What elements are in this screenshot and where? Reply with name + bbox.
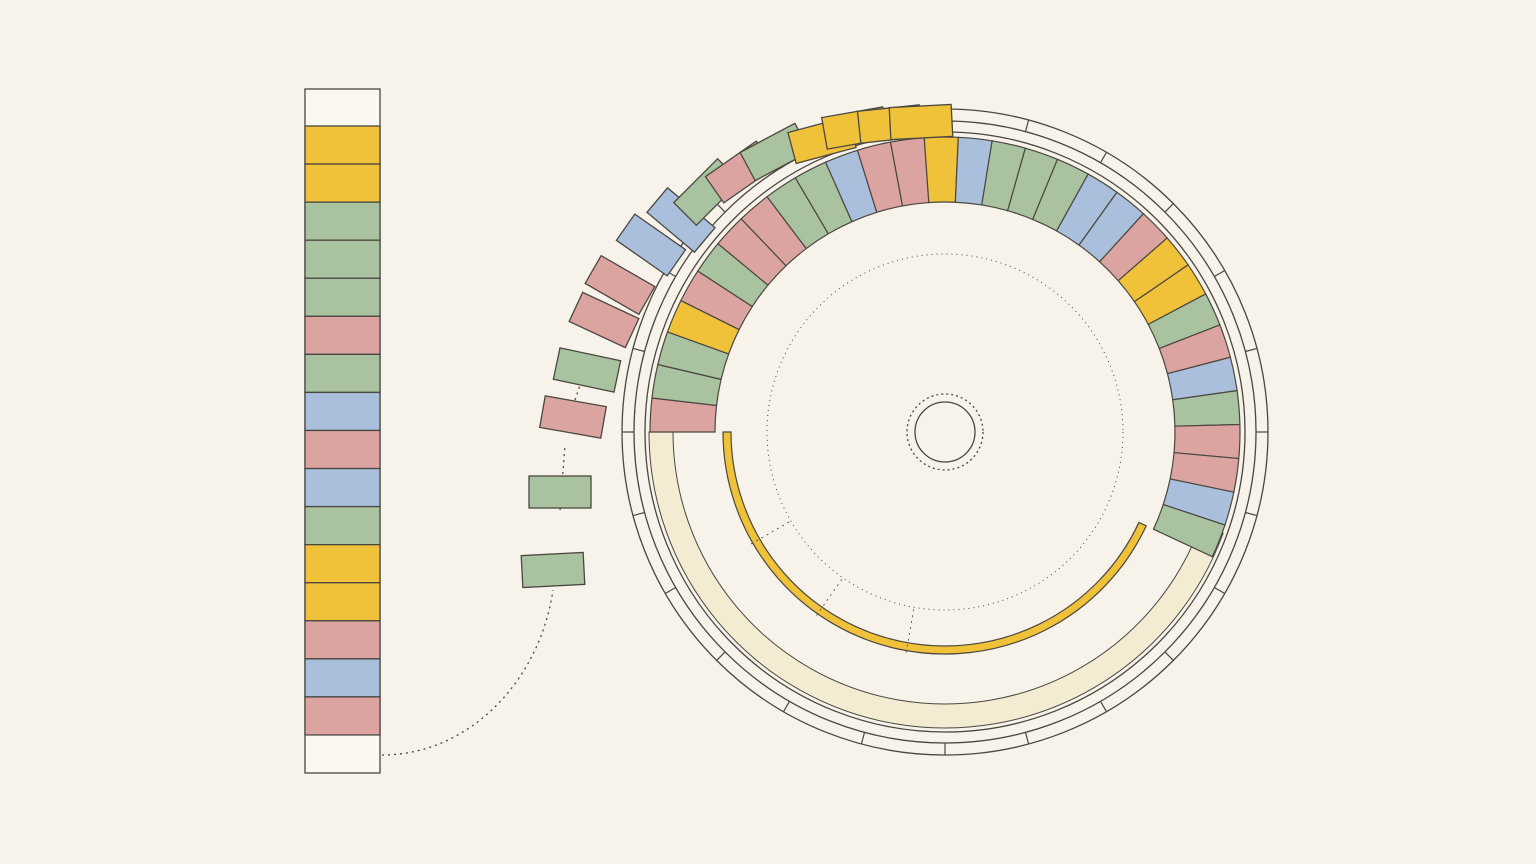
column-cell bbox=[304, 125, 381, 165]
tick bbox=[782, 701, 791, 713]
radial-dash bbox=[815, 579, 843, 617]
flying-block bbox=[520, 551, 586, 589]
flying-block bbox=[538, 395, 608, 439]
tick bbox=[1164, 651, 1174, 661]
flying-block bbox=[568, 291, 640, 349]
center-circle bbox=[914, 401, 976, 463]
tick bbox=[716, 203, 726, 213]
dotted-path bbox=[381, 589, 554, 756]
tick bbox=[1214, 269, 1226, 278]
tick bbox=[1164, 203, 1174, 213]
tick bbox=[1024, 732, 1030, 745]
flying-block bbox=[528, 475, 592, 509]
column-cell bbox=[304, 163, 381, 203]
tick bbox=[632, 511, 645, 517]
flying-block bbox=[552, 347, 622, 393]
column-cell bbox=[304, 544, 381, 584]
column-cell bbox=[304, 201, 381, 241]
tick bbox=[1245, 511, 1258, 517]
column-cell bbox=[304, 467, 381, 508]
radial-dash bbox=[905, 609, 915, 654]
tick bbox=[1099, 701, 1108, 713]
column-cell bbox=[304, 658, 381, 698]
tick bbox=[1024, 119, 1030, 132]
dotted-circle bbox=[766, 253, 1124, 611]
column-cell bbox=[304, 315, 381, 356]
radial-dash bbox=[749, 521, 790, 545]
dotted-circle bbox=[906, 393, 984, 471]
dotted-path bbox=[559, 354, 591, 511]
column-cell bbox=[304, 391, 381, 432]
column-cell bbox=[304, 277, 381, 317]
tick bbox=[664, 586, 676, 595]
ring-segment bbox=[923, 136, 959, 204]
tick bbox=[1245, 347, 1258, 353]
flying-block bbox=[584, 254, 656, 316]
tick bbox=[1214, 586, 1226, 595]
column-cell bbox=[304, 239, 381, 279]
ring-segment bbox=[1152, 503, 1226, 558]
tick bbox=[1099, 151, 1108, 163]
tick bbox=[632, 347, 645, 353]
shapes bbox=[304, 103, 1268, 755]
column-cell bbox=[304, 582, 381, 622]
column-cell bbox=[304, 353, 381, 394]
flying-block bbox=[888, 103, 954, 141]
yellow-arc bbox=[722, 431, 1147, 655]
column-cell bbox=[304, 505, 381, 546]
column-cell bbox=[304, 696, 381, 736]
pale-band bbox=[648, 431, 1224, 729]
column-cell bbox=[304, 620, 381, 660]
column-cell bbox=[304, 429, 381, 470]
tick bbox=[716, 651, 726, 661]
tick bbox=[860, 732, 866, 745]
flying-block bbox=[615, 213, 687, 277]
